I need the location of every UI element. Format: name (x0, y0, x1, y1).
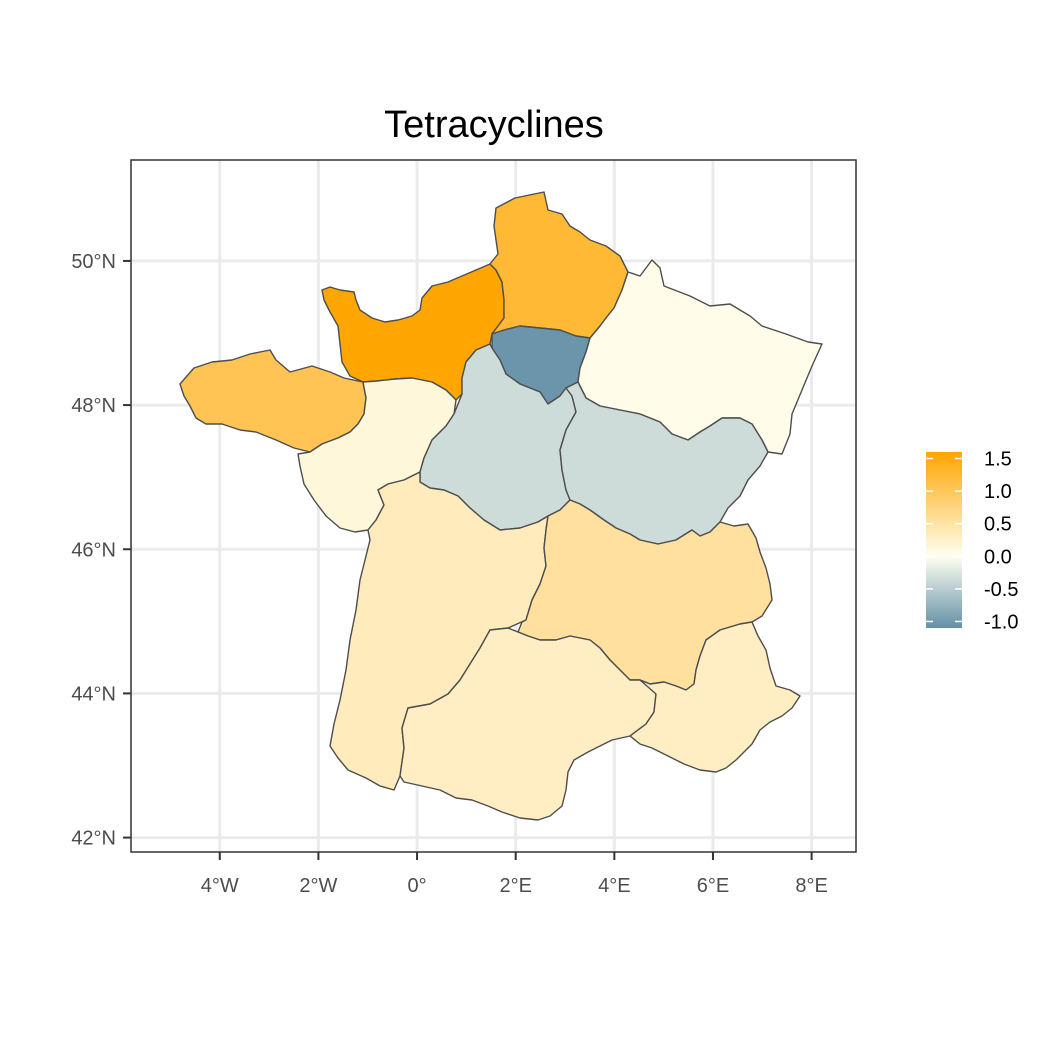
x-axis: 4°W 2°W 0° 2°E 4°E 6°E 8°E (201, 852, 828, 897)
y-tick-label: 42°N (71, 828, 116, 850)
color-legend: 1.5 1.0 0.5 0.0 -0.5 -1.0 (926, 449, 1018, 633)
legend-label: 0.5 (984, 514, 1012, 536)
x-tick-label: 8°E (795, 875, 827, 897)
legend-label: 1.5 (984, 449, 1012, 471)
legend-label: 0.0 (984, 546, 1012, 568)
x-tick-label: 4°E (598, 875, 630, 897)
region-bourgogne-franche-comte[interactable] (559, 381, 769, 545)
legend-ticks: 1.5 1.0 0.5 0.0 -0.5 -1.0 (926, 449, 1018, 633)
legend-label: -1.0 (984, 611, 1018, 633)
legend-colorbar (926, 452, 962, 628)
panel-border (130, 159, 857, 853)
y-tick-label: 46°N (71, 539, 116, 561)
y-axis: 42°N 44°N 46°N 48°N 50°N (71, 251, 131, 850)
y-tick-label: 48°N (71, 395, 116, 417)
x-tick-label: 4°W (201, 875, 239, 897)
x-tick-label: 2°W (299, 875, 337, 897)
y-tick-label: 50°N (71, 251, 116, 273)
x-tick-label: 6°E (697, 875, 729, 897)
x-tick-label: 0° (407, 875, 426, 897)
legend-label: -0.5 (984, 579, 1018, 601)
region-provence-alpes-cote-dazur[interactable] (629, 621, 801, 773)
map-title: Tetracyclines (384, 104, 604, 146)
regions-layer (179, 191, 823, 821)
map-panel (130, 159, 857, 853)
y-tick-label: 44°N (71, 683, 116, 705)
legend-label: 1.0 (984, 481, 1012, 503)
x-tick-label: 2°E (499, 875, 531, 897)
